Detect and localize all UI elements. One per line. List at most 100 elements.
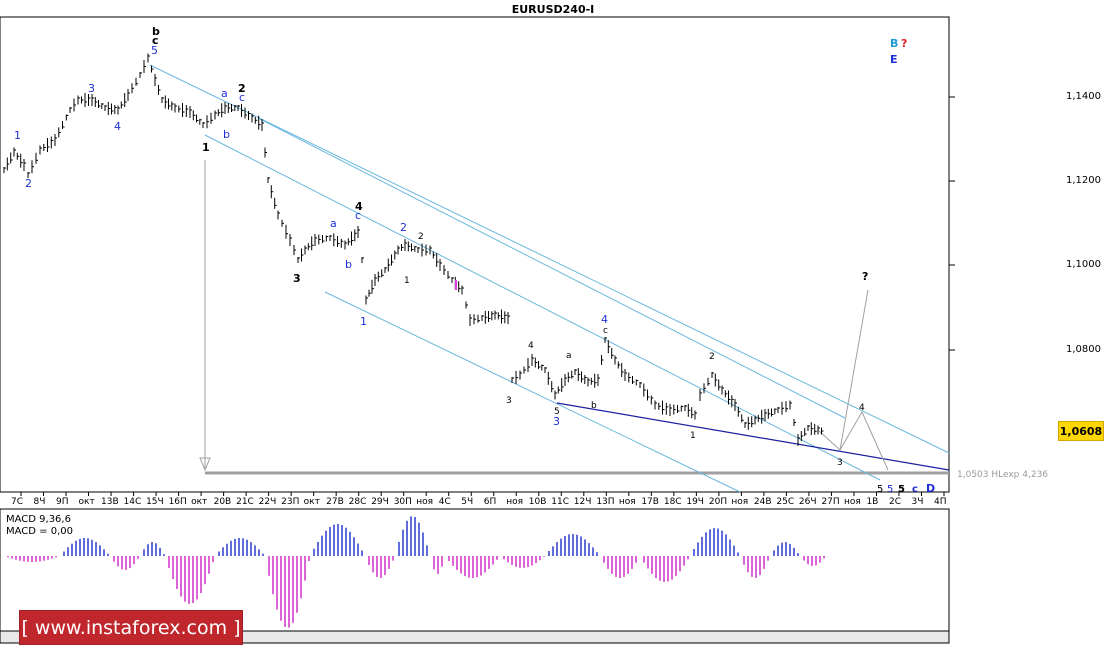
wave-label: c [603, 326, 608, 336]
wave-label: D [926, 482, 935, 495]
time-axis-label: 24В [753, 497, 772, 507]
wave-label: c [912, 484, 918, 495]
time-axis-label: 1В [866, 497, 879, 507]
time-axis-label: ноя [506, 497, 524, 507]
wave-label: ? [862, 270, 868, 283]
macd-label: MACD 9,36,6 [6, 514, 71, 525]
wave-label: 3 [837, 458, 843, 468]
time-axis-label: 18С [663, 497, 682, 507]
time-axis-label: 7C [11, 497, 24, 507]
wave-label: 1 [404, 276, 410, 286]
time-axis-label: 2С [888, 497, 901, 507]
time-axis-ticks [20, 492, 945, 496]
wave-label: E [890, 53, 898, 66]
wave-label: 2 [25, 177, 32, 190]
current-price-badge: 1,0608 [1058, 421, 1104, 441]
price-label: 1,1200 [1066, 175, 1101, 186]
forecast-path-2 [839, 289, 869, 451]
wave-label: b [345, 258, 352, 271]
time-axis-label: 30П [393, 497, 412, 507]
macd-value-label: MACD = 0,00 [6, 526, 73, 537]
wave-label: B [890, 37, 898, 50]
wave-label: b [591, 401, 597, 411]
wave-label: 3 [506, 396, 512, 406]
price-label: 1,0800 [1066, 344, 1101, 355]
watermark-link[interactable]: [ www.instaforex.com ] [19, 610, 243, 645]
wave-label: 2 [709, 352, 715, 362]
time-axis-label: 29Ч [371, 497, 389, 507]
time-axis-label: окт [191, 497, 208, 507]
wave-label: 4 [114, 120, 121, 133]
wave-label: c [152, 34, 159, 47]
chart-title: EURUSD240-I [511, 3, 595, 16]
wave-label: 5 [877, 484, 883, 495]
wave-label: 2 [400, 221, 407, 234]
time-axis-label: 22Ч [258, 497, 277, 507]
time-axis-label: 28С [348, 497, 367, 507]
price-label: 1,1400 [1066, 91, 1101, 102]
price-bars [3, 53, 824, 446]
wave-label: 4 [859, 403, 865, 413]
wave-label: 4 [601, 313, 608, 326]
time-axis-label: 27П [821, 497, 840, 507]
trendline [556, 402, 950, 471]
wave-label: a [566, 351, 572, 361]
time-axis-label: 25С [776, 497, 795, 507]
time-axis-label: 19Ч [686, 497, 704, 507]
wave-label: 4 [355, 200, 363, 213]
time-axis-label: 13В [101, 497, 119, 507]
price-label: 1,1000 [1066, 259, 1101, 270]
wave-label: b [152, 25, 160, 38]
time-axis-label: окт [78, 497, 95, 507]
time-axis-label: 4П [934, 497, 947, 507]
wave-label: ? [901, 37, 907, 50]
time-axis-label: ноя [731, 497, 749, 507]
wave-annotations: b c 5 1 2 3 4 1 a 2 c b 3 4 a c b 1 2 2 … [14, 25, 935, 495]
time-axis-label: 5Ч [461, 497, 474, 507]
macd-histogram [7, 516, 825, 628]
time-axis-label: 16П [168, 497, 187, 507]
wave-label: 3 [293, 272, 301, 285]
wave-label: 5 [898, 484, 905, 495]
channel-lines [149, 64, 950, 493]
hl-level-label: 1,0503 HLexp 4,236 [957, 470, 1049, 480]
price-panel-frame [0, 16, 950, 493]
time-axis-label: 15Ч [146, 497, 164, 507]
time-axis-label: 21С [236, 497, 254, 507]
time-axis-label: 14С [123, 497, 142, 507]
time-axis-label: 9П [56, 497, 69, 507]
time-axis-label: 17В [641, 497, 659, 507]
wave-label: 5 [887, 484, 893, 495]
time-axis-label: 10В [528, 497, 547, 507]
time-axis-label: 3Ч [911, 497, 924, 507]
wave-label: 5 [554, 407, 560, 417]
time-axis-label: 4С [438, 497, 451, 507]
time-axis-label: 8Ч [33, 497, 46, 507]
time-axis-label: 12Ч [573, 497, 592, 507]
wave-label: 2 [238, 82, 246, 95]
wave-label: 2 [418, 232, 424, 242]
wave-label: a [330, 217, 337, 230]
wave-label: 4 [528, 341, 534, 351]
time-axis-label: 11С [551, 497, 570, 507]
time-axis-label: 23П [281, 497, 300, 507]
time-axis-label: 13П [596, 497, 615, 507]
wave-label: 3 [553, 415, 560, 428]
time-axis-label: 27В [326, 497, 344, 507]
time-axis-label: 6П [483, 497, 497, 507]
wave-label: 1 [360, 315, 367, 328]
time-axis-label: ноя [843, 497, 861, 507]
wave-label: 1 [14, 129, 21, 142]
wave-label: b [223, 128, 230, 141]
projection-arrow-head [199, 457, 211, 472]
wave-label: 5 [151, 44, 158, 57]
time-axis-label: ноя [618, 497, 636, 507]
time-axis-label: 20П [708, 497, 728, 507]
wave-label: 1 [202, 141, 210, 154]
wave-label: c [355, 209, 361, 222]
wave-label: a [221, 87, 228, 100]
time-axis-label: ноя [416, 497, 434, 507]
time-axis-label: 26Ч [798, 497, 817, 507]
price-axis-ticks [949, 96, 955, 351]
